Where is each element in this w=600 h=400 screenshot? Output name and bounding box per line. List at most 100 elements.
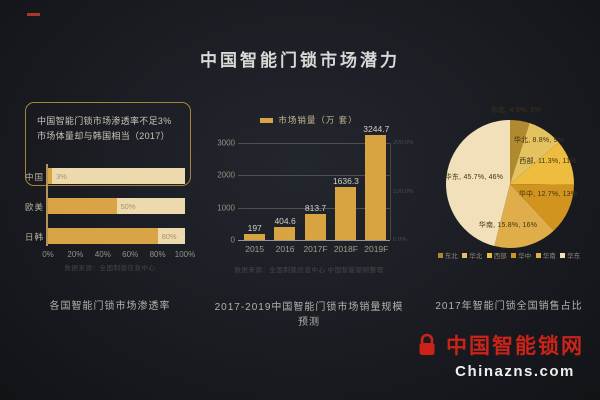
annotation-box: 中国智能门锁市场渗透率不足3% 市场体量却与韩国相当（2017） <box>25 102 191 186</box>
pie-legend-item: 华北 <box>462 250 482 260</box>
bar <box>365 135 387 240</box>
bar-value-label: 3% <box>56 172 67 181</box>
x-tick-label: 2018F <box>333 244 358 254</box>
regional-share-chart: 东北, 4.9%, 5% 华北, 8.8%, 9% 西部, 11.3%, 11% 华中… <box>418 100 600 312</box>
legend-swatch-icon <box>486 252 492 258</box>
lock-icon <box>419 333 435 355</box>
y-tick-label: 0 <box>230 235 235 245</box>
annotation-line-1: 中国智能门锁市场渗透率不足3% <box>37 116 172 126</box>
x-tick-label: 2019F <box>364 244 389 254</box>
pie-slice-东北 <box>510 120 530 184</box>
pie-legend-item: 西部 <box>486 250 507 260</box>
bar-fill <box>48 228 158 244</box>
bar <box>304 213 326 240</box>
gridline <box>238 175 390 177</box>
bar-value-label: 404.6 <box>274 215 296 226</box>
bar-fill <box>48 168 53 184</box>
pie-slice-label: 华北, 8.8%, 9% <box>513 137 565 144</box>
pie-slice-华中 <box>510 184 574 231</box>
bar-value-label: 197 <box>247 222 262 233</box>
secondary-axis-tick-label: 200.0% <box>393 140 414 146</box>
bar-row-label: 日韩 <box>25 232 45 242</box>
bar-value-label: 50% <box>120 202 136 211</box>
secondary-axis-tick-label: 0.0% <box>393 237 407 243</box>
pie-slice-西部 <box>510 142 574 185</box>
bar-row-label: 中国 <box>25 172 45 182</box>
x-tick-label: 40% <box>94 250 111 259</box>
annotation-line-2: 市场体量却与韩国相当（2017） <box>37 130 170 141</box>
legend-label: 西部 <box>493 253 507 260</box>
pie-slice-label: 华东, 45.7%, 46% <box>444 174 504 181</box>
x-tick-label: 2015 <box>245 244 265 254</box>
x-tick-label: 20% <box>67 250 84 259</box>
pie-legend-item: 华南 <box>535 250 556 260</box>
legend-swatch-icon <box>560 252 566 258</box>
chart-caption: 2017-2019中国智能门锁市场销量规模预测 <box>214 302 404 328</box>
bar-value-label: 1636.3 <box>332 176 359 187</box>
bar-value-label: 3244.7 <box>363 124 390 135</box>
x-tick-label: 0% <box>42 250 54 259</box>
pie-slice-label: 华中, 12.7%, 13% <box>518 191 578 198</box>
bar-track: 80% <box>48 228 185 244</box>
bar-value-label: 80% <box>161 232 177 241</box>
pie-legend-item: 华中 <box>511 250 531 260</box>
gridline <box>238 207 390 209</box>
y-tick-label: 2000 <box>217 170 235 180</box>
pie-legend: 东北 华北 西部 华中 华南 华东 <box>418 250 600 260</box>
legend-swatch-icon <box>462 252 468 258</box>
y-axis-line <box>46 164 48 246</box>
secondary-axis-line <box>390 143 391 240</box>
bar-row: 日韩 80% <box>25 228 195 244</box>
source-note: 数据来源：全国制锁信息中心 中国智能锁网整理 <box>234 267 384 274</box>
x-tick-label: 100% <box>174 250 196 259</box>
legend-label: 市场销量（万 套） <box>278 115 358 125</box>
gridline <box>238 143 390 144</box>
legend-label: 华北 <box>469 253 483 260</box>
bar <box>334 187 356 240</box>
x-tick-label: 60% <box>122 250 139 259</box>
pie-slice-华东 <box>446 120 510 247</box>
penetration-chart: 中国智能门锁市场渗透率不足3% 市场体量却与韩国相当（2017） 中国 3% 欧美 5… <box>25 100 195 312</box>
x-axis-line <box>238 240 390 241</box>
site-logo: 中国智能锁网 Chinazns.com <box>417 330 584 380</box>
x-tick-label: 2017F <box>303 244 328 254</box>
y-tick-label: 3000 <box>217 138 235 148</box>
chart-legend: 市场销量（万 套） <box>213 114 405 126</box>
secondary-axis-tick-label: 100.0% <box>393 188 414 195</box>
legend-swatch-icon <box>511 252 517 258</box>
page-title: 中国智能门锁市场潜力 <box>200 51 400 70</box>
legend-swatch-icon <box>437 252 443 258</box>
logo-name: 中国智能锁网 <box>446 335 584 358</box>
bar-track: 3% <box>48 168 185 184</box>
bar-fill <box>48 198 117 214</box>
bar-row-label: 欧美 <box>25 202 45 212</box>
pie-slice-华南 <box>494 184 554 248</box>
legend-swatch-icon <box>260 117 274 123</box>
bar-track: 50% <box>48 198 185 214</box>
sales-plot: 0 1000 2000 3000 197 2015 404.6 2016 813.7 2017F 1… <box>213 124 413 262</box>
accent-dash <box>27 13 40 16</box>
pie-slice-label: 西部, 11.3%, 11% <box>519 158 577 165</box>
x-tick-label: 80% <box>149 250 166 259</box>
bar <box>274 226 296 240</box>
bar <box>243 233 265 240</box>
logo-domain: Chinazns.com <box>455 363 575 380</box>
legend-label: 东北 <box>444 253 458 260</box>
y-tick-label: 1000 <box>217 203 235 213</box>
pie-slice-label: 东北, 4.9%, 5% <box>490 107 542 114</box>
sales-forecast-chart: 市场销量（万 套） 0 1000 2000 3000 197 2015 404.6 2016 8… <box>213 112 414 328</box>
source-note: 数据来源：全国制锁信息中心 <box>64 265 156 272</box>
pie-legend-item: 东北 <box>437 250 458 260</box>
chart-caption: 各国智能门锁市场渗透率 <box>49 301 171 312</box>
chart-caption: 2017年智能门锁全国销售占比 <box>435 301 583 312</box>
x-tick-label: 2016 <box>275 244 295 254</box>
pie-chart <box>446 120 574 248</box>
pie-legend-item: 华东 <box>560 250 580 260</box>
legend-label: 华中 <box>518 253 532 260</box>
pie-slice-label: 华南, 15.8%, 16% <box>478 222 538 229</box>
bar-row: 欧美 50% <box>25 198 195 214</box>
bar-value-label: 813.7 <box>304 202 327 213</box>
pie-slice-华北 <box>510 123 559 184</box>
bar-row: 中国 3% <box>25 168 195 184</box>
